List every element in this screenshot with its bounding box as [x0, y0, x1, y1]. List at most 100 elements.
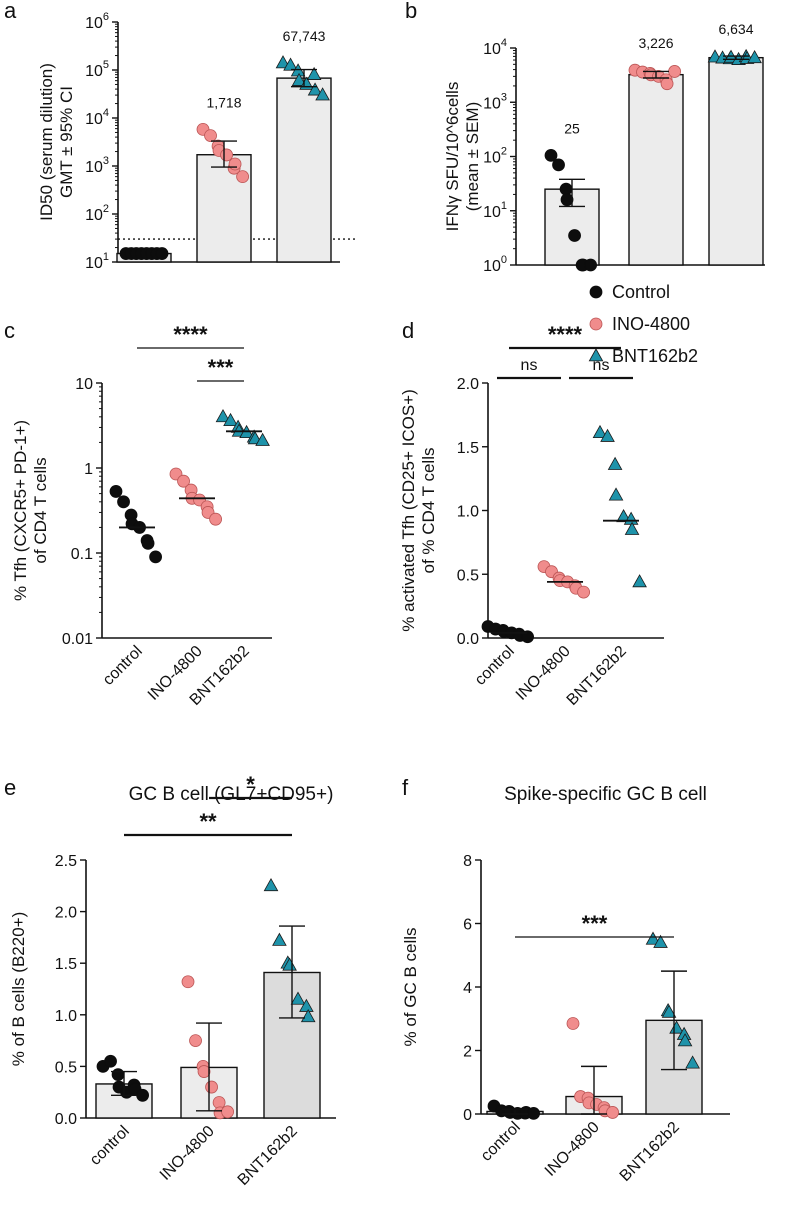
data-point — [290, 991, 306, 1005]
y-tick-label: 1.0 — [55, 1008, 77, 1025]
data-point — [228, 157, 242, 171]
data-point — [661, 1004, 677, 1018]
data-point — [197, 1065, 211, 1078]
tick-exp: 2 — [501, 146, 507, 158]
panel-letter: a — [4, 0, 17, 23]
data-point — [221, 1105, 235, 1119]
bar-value-label: 1,718 — [206, 94, 241, 110]
bar — [276, 77, 332, 263]
y-tick-label: 102 — [85, 203, 109, 224]
tick-base: 10 — [483, 95, 501, 112]
panel-letter: d — [402, 318, 414, 343]
y-tick-label: 2 — [463, 1044, 472, 1061]
y-tick-label: 4 — [463, 980, 472, 997]
data-point — [600, 428, 615, 442]
bar-value-label: 67,743 — [283, 28, 326, 44]
data-point — [315, 87, 330, 101]
data-point — [300, 1009, 316, 1023]
panel-letter: f — [402, 775, 409, 800]
y-axis-label: IFNγ SFU/10^6cells (mean ± SEM) — [443, 82, 482, 232]
y-axis-label: % activated Tfh (CD25+ ICOS+) of % CD4 T … — [399, 389, 438, 632]
tick-exp: 4 — [501, 37, 507, 49]
data-point — [584, 258, 597, 272]
y-tick-label: 2.5 — [55, 853, 77, 870]
y-label-line: % of B cells (B220+) — [9, 912, 28, 1067]
y-tick-label: 6 — [463, 917, 472, 934]
y-tick-label: 105 — [85, 59, 109, 80]
chart-title: Spike-specific GC B cell — [504, 784, 707, 805]
y-label-line: % Tfh (CXCR5+ PD-1+) — [11, 420, 30, 601]
tick-base: 10 — [85, 63, 103, 80]
data-point — [141, 536, 155, 550]
data-point — [607, 456, 623, 470]
y-tick-label: 103 — [85, 155, 109, 176]
bar-value-label: 6,634 — [718, 21, 753, 37]
data-point — [104, 1054, 117, 1068]
y-tick-label: 102 — [483, 146, 507, 167]
tick-base: 10 — [483, 258, 501, 275]
significance-label: **** — [548, 322, 583, 347]
y-tick-label: 1.5 — [55, 956, 77, 973]
y-tick-label: 103 — [483, 91, 507, 112]
data-point — [608, 487, 624, 501]
y-tick-label: 10 — [75, 376, 93, 393]
data-point — [215, 409, 231, 423]
data-point — [624, 521, 640, 535]
legend-marker — [589, 317, 603, 331]
data-point — [272, 932, 287, 946]
data-point — [220, 148, 233, 162]
y-axis-label: % Tfh (CXCR5+ PD-1+) of CD4 T cells — [11, 420, 50, 601]
data-point — [568, 229, 581, 242]
data-point — [606, 1106, 619, 1119]
tick-base: 10 — [483, 41, 501, 58]
bar — [708, 56, 764, 266]
tick-base: 10 — [85, 207, 103, 224]
panel-e: e GC B cell (GL7+CD95+) 0.0 0.5 1.0 1.5 2.0 2.5… — [4, 772, 336, 1189]
significance-label: *** — [582, 911, 608, 936]
tick-base: 10 — [85, 111, 103, 128]
bar-value-label: 3,226 — [638, 35, 673, 51]
panel-d: d 0.0 0.5 1.0 1.5 2.0 % activated Tfh (CD25+ I… — [399, 318, 664, 709]
data-point — [668, 65, 681, 78]
data-point — [189, 1034, 202, 1047]
y-tick-label: 0.0 — [457, 631, 479, 648]
y-tick-label: 1.0 — [457, 504, 479, 521]
y-tick-label: 101 — [483, 200, 507, 221]
y-tick-label: 2.0 — [55, 905, 77, 922]
data-point — [544, 148, 558, 162]
legend-label: BNT162b2 — [612, 346, 698, 366]
tick-exp: 3 — [103, 155, 109, 167]
y-label-line: of CD4 T cells — [31, 457, 50, 563]
legend: Control INO-4800 BNT162b2 — [588, 282, 698, 366]
y-tick-label: 0.5 — [457, 567, 479, 584]
data-point — [204, 129, 217, 142]
tick-base: 10 — [85, 159, 103, 176]
data-point — [299, 998, 314, 1012]
data-point — [136, 1088, 150, 1102]
y-tick-label: 104 — [483, 37, 507, 58]
y-axis-label: % of GC B cells — [401, 927, 420, 1046]
data-point — [223, 412, 238, 427]
data-point — [117, 495, 130, 509]
panel-c: c 0.01 0.1 1 10 % Tfh (CXCR5+ PD-1+) of CD4 T … — [4, 318, 272, 709]
y-tick-label: 0.0 — [55, 1111, 77, 1128]
y-label-line: IFNγ SFU/10^6cells — [443, 82, 462, 232]
data-point — [592, 424, 608, 439]
tick-base: 10 — [85, 255, 103, 272]
data-point — [307, 82, 323, 96]
y-axis-label: % of B cells (B220+) — [9, 912, 28, 1067]
y-tick-label: 1.5 — [457, 440, 479, 457]
data-point — [236, 170, 250, 184]
chart-title: GC B cell (GL7+CD95+) — [129, 784, 334, 805]
data-point — [209, 512, 223, 526]
data-point — [205, 1080, 218, 1094]
data-point — [283, 57, 298, 71]
y-tick-label: 1 — [84, 461, 93, 478]
legend-label: INO-4800 — [612, 314, 690, 334]
data-point — [181, 975, 195, 989]
tick-exp: 1 — [501, 200, 507, 212]
data-point — [275, 55, 291, 69]
data-point — [632, 574, 647, 588]
tick-exp: 5 — [103, 59, 109, 71]
